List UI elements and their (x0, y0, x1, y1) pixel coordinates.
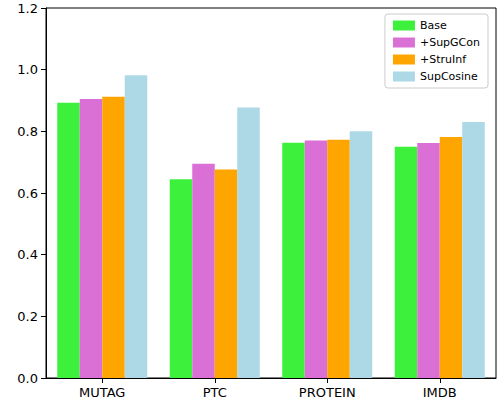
svg-text:PTC: PTC (203, 385, 227, 400)
svg-text:SupCosine: SupCosine (420, 70, 478, 83)
svg-text:1.0: 1.0 (17, 62, 38, 77)
svg-text:Base: Base (420, 19, 447, 32)
svg-text:PROTEIN: PROTEIN (299, 385, 356, 400)
svg-text:0.2: 0.2 (17, 309, 38, 324)
svg-text:MUTAG: MUTAG (79, 385, 125, 400)
svg-text:IMDB: IMDB (423, 385, 457, 400)
svg-text:1.2: 1.2 (17, 1, 38, 16)
svg-text:0.6: 0.6 (17, 186, 38, 201)
svg-text:0.8: 0.8 (17, 124, 38, 139)
svg-text:0.0: 0.0 (17, 371, 38, 386)
svg-text:+SupGCon: +SupGCon (420, 36, 480, 49)
svg-text:0.4: 0.4 (17, 247, 38, 262)
svg-text:+StruInf: +StruInf (420, 53, 467, 66)
